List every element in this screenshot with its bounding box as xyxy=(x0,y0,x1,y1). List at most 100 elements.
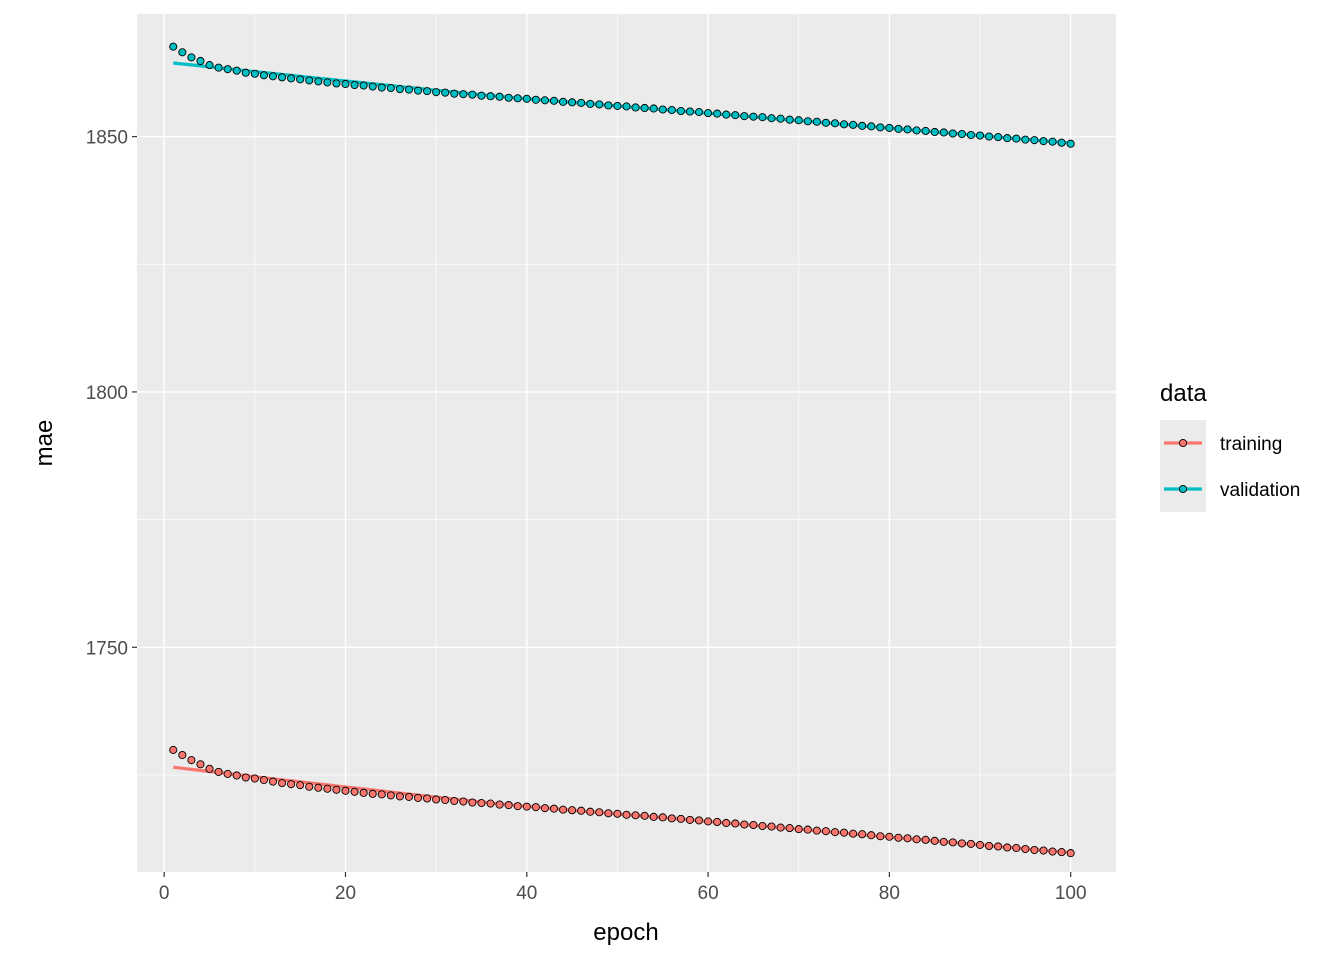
data-point-training xyxy=(1039,846,1048,855)
data-point-training xyxy=(558,805,568,814)
data-point-training xyxy=(1066,849,1075,858)
data-point-validation xyxy=(1003,134,1012,143)
legend-label-training: training xyxy=(1220,434,1282,455)
data-point-training xyxy=(1021,844,1030,854)
data-point-training xyxy=(676,814,685,823)
data-point-validation xyxy=(613,101,622,110)
data-point-validation xyxy=(694,108,704,117)
data-point-validation xyxy=(205,61,214,70)
data-point-training xyxy=(259,776,268,785)
data-point-training xyxy=(268,777,278,786)
data-point-training xyxy=(450,796,459,806)
data-point-training xyxy=(1030,845,1039,855)
data-point-validation xyxy=(250,69,259,78)
data-point-validation xyxy=(459,90,468,99)
data-point-validation xyxy=(214,63,223,72)
data-point-training xyxy=(404,792,413,801)
data-point-validation xyxy=(314,77,323,86)
data-point-validation xyxy=(577,98,586,107)
data-point-validation xyxy=(187,53,196,62)
data-point-training xyxy=(531,803,540,812)
series-line-training xyxy=(173,765,1071,855)
data-point-training xyxy=(767,822,776,831)
data-point-validation xyxy=(558,97,568,106)
data-point-training xyxy=(205,764,214,773)
data-point-training xyxy=(287,780,296,789)
data-point-validation xyxy=(259,71,268,80)
data-point-training xyxy=(622,810,631,819)
data-point-training xyxy=(350,787,359,796)
data-point-validation xyxy=(749,112,758,121)
data-point-training xyxy=(368,789,377,798)
data-point-training xyxy=(758,821,767,831)
data-point-validation xyxy=(849,120,858,129)
data-point-validation xyxy=(876,123,885,132)
data-point-validation xyxy=(867,122,876,131)
data-point-validation xyxy=(939,128,948,137)
legend-key-point-training xyxy=(1178,438,1188,448)
data-point-training xyxy=(785,824,794,833)
data-point-training xyxy=(232,771,241,780)
data-point-validation xyxy=(450,89,459,98)
y-tick-label: 1850 xyxy=(86,128,128,149)
data-point-training xyxy=(704,817,713,826)
data-point-validation xyxy=(1066,139,1075,148)
data-point-validation xyxy=(1039,137,1048,146)
data-point-training xyxy=(957,839,966,848)
data-point-validation xyxy=(912,126,921,135)
legend-key-point-validation xyxy=(1178,484,1188,494)
data-points xyxy=(169,42,1075,858)
plot-panel xyxy=(137,14,1116,872)
data-point-training xyxy=(549,804,559,813)
major-gridlines xyxy=(137,14,1116,872)
data-point-validation xyxy=(767,114,776,123)
x-tick-label: 60 xyxy=(698,883,719,904)
data-point-training xyxy=(613,809,622,818)
data-point-training xyxy=(930,836,939,845)
data-point-training xyxy=(685,815,695,824)
legend-label-validation: validation xyxy=(1220,480,1300,501)
data-point-validation xyxy=(758,113,767,122)
data-point-validation xyxy=(477,91,486,100)
data-point-validation xyxy=(957,129,966,139)
data-point-validation xyxy=(785,115,794,124)
series-line-validation xyxy=(173,61,1071,145)
data-point-training xyxy=(395,792,404,801)
data-point-training xyxy=(658,813,667,822)
data-point-validation xyxy=(522,94,531,103)
legend: data training validation xyxy=(1160,380,1300,512)
legend-key-background xyxy=(1160,420,1206,512)
data-point-training xyxy=(731,819,740,828)
data-point-training xyxy=(223,769,232,778)
data-point-training xyxy=(713,817,722,827)
data-point-training xyxy=(1057,848,1066,857)
data-point-training xyxy=(495,800,504,809)
data-point-validation xyxy=(432,88,441,97)
data-point-validation xyxy=(277,73,287,82)
data-point-training xyxy=(522,802,531,811)
data-point-training xyxy=(794,825,803,834)
data-point-validation xyxy=(812,117,821,126)
data-point-validation xyxy=(649,104,658,113)
data-point-validation xyxy=(486,92,495,101)
data-point-training xyxy=(568,806,577,815)
data-point-validation xyxy=(287,74,296,83)
data-point-training xyxy=(722,818,731,828)
data-point-training xyxy=(749,820,758,830)
data-point-validation xyxy=(948,129,957,138)
data-point-training xyxy=(985,841,994,851)
data-point-validation xyxy=(722,110,731,119)
data-point-validation xyxy=(359,81,368,90)
data-point-validation xyxy=(921,126,930,136)
data-point-validation xyxy=(595,100,604,109)
data-point-training xyxy=(196,760,205,769)
data-point-training xyxy=(513,802,522,811)
data-point-training xyxy=(912,835,921,844)
data-point-training xyxy=(477,799,486,808)
data-point-training xyxy=(413,793,423,802)
legend-title: data xyxy=(1160,380,1207,407)
data-point-validation xyxy=(169,42,178,51)
x-axis-title: epoch xyxy=(593,919,658,946)
data-point-training xyxy=(858,830,867,839)
data-point-validation xyxy=(1012,134,1021,143)
